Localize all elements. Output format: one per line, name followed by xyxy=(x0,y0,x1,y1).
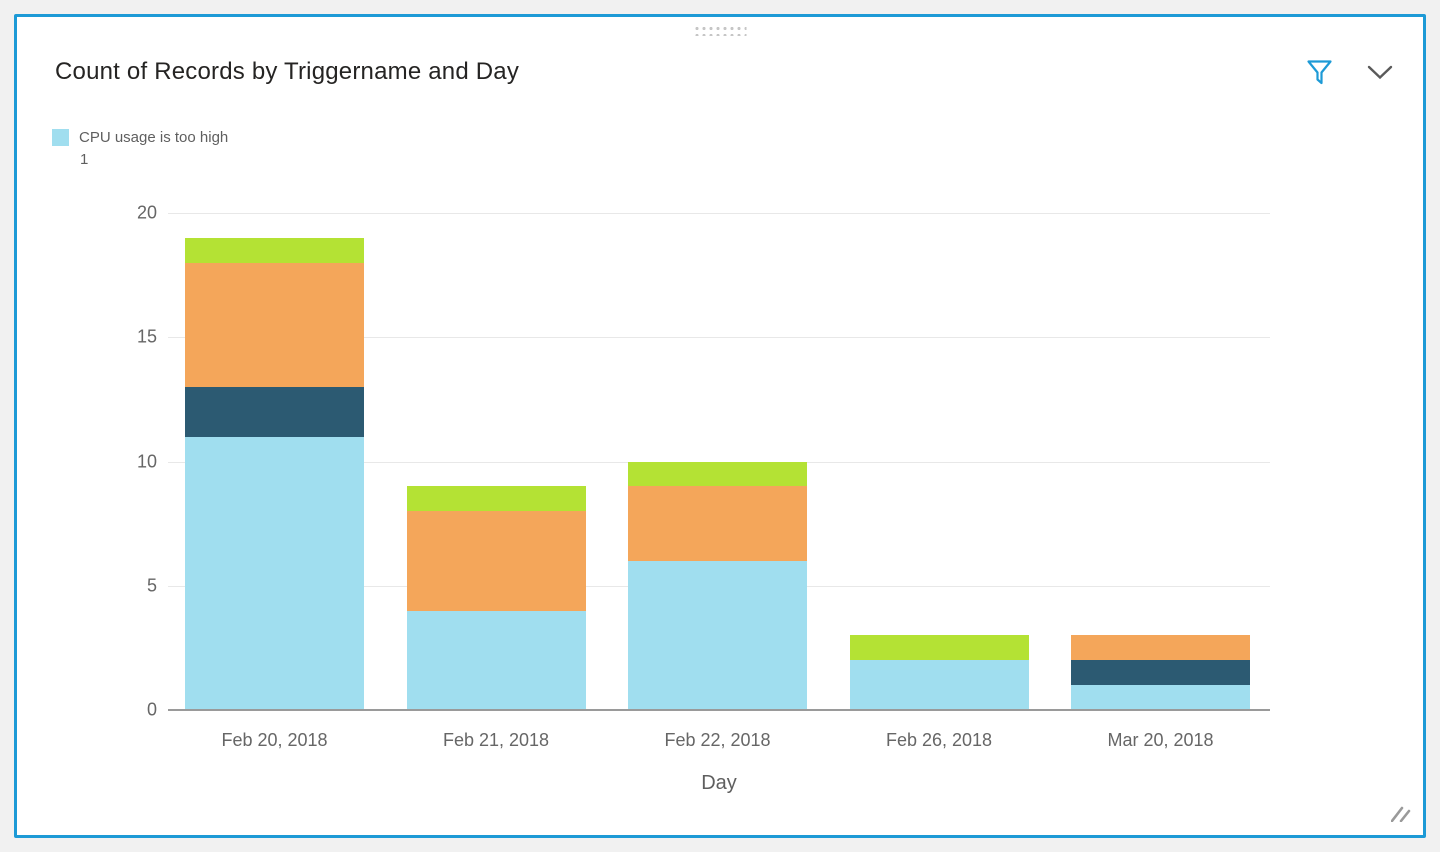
x-tick-label: Mar 20, 2018 xyxy=(1107,730,1214,750)
bar-segment[interactable] xyxy=(1071,635,1250,661)
y-tick-label: 5 xyxy=(146,575,157,596)
chart-tile: Count of Records by Triggername and Day … xyxy=(14,14,1426,838)
bar[interactable] xyxy=(406,486,586,710)
bar[interactable] xyxy=(628,461,807,710)
x-axis-labels: Feb 20, 2018 Feb 21, 2018 Feb 22, 2018 Feb … xyxy=(168,730,1270,754)
stacked-bar-chart: 0 5 10 15 20 Feb 20, 2018 Feb 21, 2018 Feb 22,… xyxy=(137,203,1270,794)
gridline xyxy=(168,213,1270,214)
gridline xyxy=(168,337,1270,339)
tile-header: Count of Records by Triggername and Day xyxy=(55,55,1393,89)
bar-segment[interactable] xyxy=(628,461,807,487)
chevron-down-icon[interactable] xyxy=(1367,65,1393,80)
bar-segment[interactable] xyxy=(1071,660,1250,686)
bar-segment[interactable] xyxy=(1071,685,1250,710)
x-tick-label: Feb 20, 2018 xyxy=(221,730,328,750)
legend-label: CPU usage is too high xyxy=(79,129,229,146)
legend-swatch xyxy=(52,129,69,146)
y-tick-label: 0 xyxy=(146,699,157,720)
chart-title: Count of Records by Triggername and Day xyxy=(55,58,520,85)
bar[interactable] xyxy=(1071,635,1250,710)
filter-icon[interactable] xyxy=(1306,58,1333,86)
y-tick-label: 10 xyxy=(136,451,157,471)
bar-segment[interactable] xyxy=(406,511,586,611)
y-tick-label: 15 xyxy=(136,326,157,347)
legend-item[interactable]: CPU usage is too high xyxy=(52,129,228,146)
bar-segment[interactable] xyxy=(628,486,807,561)
bar-segment[interactable] xyxy=(628,560,807,710)
header-icons xyxy=(1306,58,1393,86)
bar-segment[interactable] xyxy=(185,262,364,387)
x-tick-label: Feb 21, 2018 xyxy=(442,730,550,750)
legend-overflow-label: 1 xyxy=(80,151,89,168)
bar-segment[interactable] xyxy=(185,237,364,263)
bar[interactable] xyxy=(849,635,1029,710)
bar-segment[interactable] xyxy=(185,436,364,710)
bar-segment[interactable] xyxy=(849,635,1029,661)
drag-handle-icon[interactable] xyxy=(693,25,747,36)
y-tick-label: 20 xyxy=(136,202,157,223)
bar-segment[interactable] xyxy=(849,660,1029,710)
x-axis-line xyxy=(168,709,1270,711)
x-axis-title: Day xyxy=(701,772,737,794)
bar-segment[interactable] xyxy=(185,386,364,437)
x-tick-label: Feb 26, 2018 xyxy=(885,730,993,750)
legend: CPU usage is too high 1 xyxy=(52,129,228,168)
plot-area: 0 5 10 15 20 xyxy=(137,203,1270,720)
resize-handle-icon[interactable] xyxy=(1390,803,1411,827)
bar-segment[interactable] xyxy=(406,486,586,512)
bar-segment[interactable] xyxy=(406,610,586,710)
bar[interactable] xyxy=(185,237,364,710)
x-tick-label: Feb 22, 2018 xyxy=(664,730,771,750)
